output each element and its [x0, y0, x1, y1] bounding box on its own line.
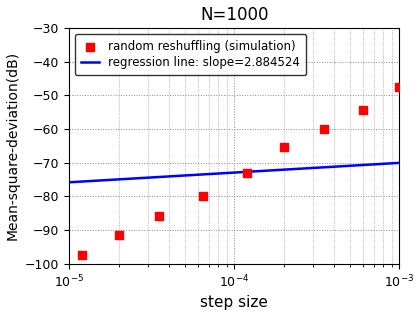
regression line: slope=2.884524: (0.000155, -72.4): slope=2.884524: (0.000155, -72.4): [263, 169, 268, 173]
X-axis label: step size: step size: [200, 295, 268, 310]
regression line: slope=2.884524: (0.001, -70.1): slope=2.884524: (0.001, -70.1): [397, 161, 402, 165]
random reshuffling (simulation): [200, 194, 207, 199]
random reshuffling (simulation): [396, 84, 403, 89]
Line: regression line: slope=2.884524: regression line: slope=2.884524: [69, 163, 399, 182]
random reshuffling (simulation): [281, 145, 287, 150]
random reshuffling (simulation): [116, 233, 122, 238]
random reshuffling (simulation): [321, 126, 328, 131]
Y-axis label: Mean-square-deviation(dB): Mean-square-deviation(dB): [5, 51, 20, 240]
random reshuffling (simulation): [156, 214, 163, 219]
regression line: slope=2.884524: (1.02e-05, -75.8): slope=2.884524: (1.02e-05, -75.8): [68, 180, 73, 184]
random reshuffling (simulation): [360, 108, 366, 113]
Title: N=1000: N=1000: [200, 6, 268, 24]
regression line: slope=2.884524: (0.000168, -72.3): slope=2.884524: (0.000168, -72.3): [269, 168, 274, 172]
random reshuffling (simulation): [244, 170, 251, 175]
regression line: slope=2.884524: (1e-05, -75.9): slope=2.884524: (1e-05, -75.9): [67, 180, 72, 184]
regression line: slope=2.884524: (0.000153, -72.4): slope=2.884524: (0.000153, -72.4): [262, 169, 267, 173]
random reshuffling (simulation): [79, 252, 86, 258]
Legend: random reshuffling (simulation), regression line: slope=2.884524: random reshuffling (simulation), regress…: [75, 34, 306, 75]
regression line: slope=2.884524: (0.00065, -70.6): slope=2.884524: (0.00065, -70.6): [366, 163, 371, 167]
regression line: slope=2.884524: (0.000485, -71): slope=2.884524: (0.000485, -71): [345, 164, 350, 168]
